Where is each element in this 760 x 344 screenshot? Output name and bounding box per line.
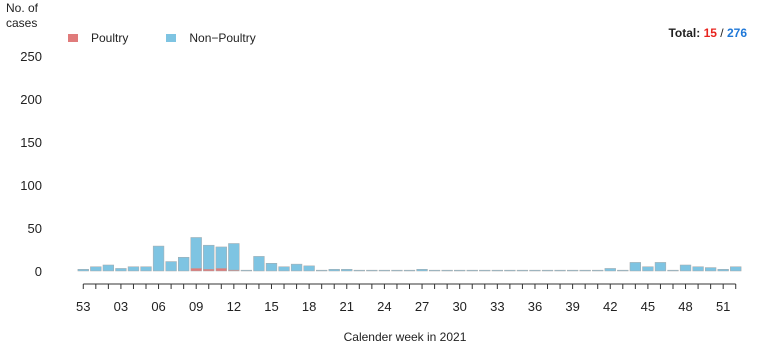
bar-non-poultry <box>203 244 215 270</box>
bar-non-poultry <box>341 269 353 272</box>
total-non-poultry: 276 <box>726 26 747 40</box>
bar-non-poultry <box>704 267 717 272</box>
y-tick-label: 100 <box>20 178 42 193</box>
legend-swatch-poultry <box>68 34 78 42</box>
y-tick-label: 150 <box>20 135 42 150</box>
bar-non-poultry <box>454 269 466 272</box>
bar-non-poultry <box>642 266 654 272</box>
bar-non-poultry <box>90 266 102 272</box>
bar-non-poultry <box>717 269 729 272</box>
x-tick-label: 27 <box>415 299 429 314</box>
bar-non-poultry <box>479 269 491 272</box>
legend-item-non-poultry: Non−Poultry <box>166 31 256 45</box>
bar-non-poultry <box>592 269 604 272</box>
legend-item-poultry: Poultry <box>68 31 128 45</box>
legend-label-non-poultry: Non−Poultry <box>189 31 256 45</box>
bar-non-poultry <box>730 266 742 272</box>
bar-non-poultry <box>416 269 428 272</box>
bar-non-poultry <box>629 262 641 272</box>
bar-non-poultry <box>228 243 240 271</box>
bar-non-poultry <box>102 264 115 272</box>
x-tick-label: 15 <box>264 299 278 314</box>
y-tick-label: 50 <box>28 221 42 236</box>
bar-non-poultry <box>579 269 591 272</box>
bar-non-poultry <box>265 263 278 272</box>
x-tick-label: 18 <box>302 299 316 314</box>
x-tick-label: 36 <box>528 299 542 314</box>
x-tick-label: 30 <box>452 299 466 314</box>
bar-non-poultry <box>403 269 416 272</box>
bar-non-poultry <box>692 266 704 272</box>
bar-non-poultry <box>391 269 403 272</box>
y-tick-label: 250 <box>20 49 42 64</box>
total-poultry: 15 <box>703 26 717 40</box>
total-label: Total: <box>668 26 701 40</box>
bar-non-poultry <box>140 266 152 272</box>
x-axis-label: Calender week in 2021 <box>343 330 467 344</box>
x-tick-label: 09 <box>189 299 203 314</box>
x-tick-label: 06 <box>151 299 165 314</box>
bar-non-poultry <box>278 266 290 272</box>
x-tick-label: 42 <box>603 299 617 314</box>
bar-non-poultry <box>529 269 541 272</box>
bar-non-poultry <box>77 269 89 272</box>
x-tick-label: 39 <box>565 299 579 314</box>
bar-non-poultry <box>516 269 529 272</box>
bar-non-poultry <box>667 269 679 272</box>
bar-non-poultry <box>353 269 365 272</box>
y-axis-label-line2: cases <box>6 16 38 30</box>
x-tick-label: 33 <box>490 299 504 314</box>
y-axis-label: No. of cases <box>6 1 38 31</box>
bar-non-poultry <box>604 268 616 272</box>
legend-label-poultry: Poultry <box>91 31 129 45</box>
bar-non-poultry <box>378 269 391 272</box>
bar-non-poultry <box>441 269 453 272</box>
bar-poultry <box>228 269 240 272</box>
bar-non-poultry <box>566 269 579 272</box>
bar-non-poultry <box>253 256 265 272</box>
y-tick-label: 0 <box>35 264 42 279</box>
bar-non-poultry <box>617 269 629 272</box>
bar-non-poultry <box>316 269 328 272</box>
legend-swatch-non-poultry <box>166 34 177 42</box>
x-tick-label: 24 <box>377 299 391 314</box>
bar-non-poultry <box>303 265 315 272</box>
bar-non-poultry <box>115 268 127 272</box>
x-tick-label: 45 <box>641 299 655 314</box>
bar-non-poultry <box>504 269 516 272</box>
bar-non-poultry <box>554 269 566 272</box>
bar-non-poultry <box>190 237 202 269</box>
bar-non-poultry <box>127 266 140 272</box>
bar-non-poultry <box>428 269 441 272</box>
bar-poultry <box>215 268 227 272</box>
legend: Poultry Non−Poultry <box>68 31 294 45</box>
x-tick-label: 03 <box>114 299 128 314</box>
x-tick-label: 48 <box>678 299 692 314</box>
bar-non-poultry <box>152 245 165 272</box>
bar-non-poultry <box>541 269 554 272</box>
x-tick-label: 51 <box>716 299 730 314</box>
y-axis-label-line1: No. of <box>6 1 39 15</box>
bar-non-poultry <box>491 269 503 272</box>
bar-non-poultry <box>240 269 253 272</box>
bar-non-poultry <box>328 269 340 272</box>
x-tick-label: 53 <box>76 299 90 314</box>
bar-non-poultry <box>366 269 378 272</box>
bar-non-poultry <box>466 269 478 272</box>
x-tick-label: 21 <box>340 299 354 314</box>
total-summary: Total: 15 / 276 <box>668 26 747 40</box>
bar-poultry <box>203 269 215 272</box>
x-tick-label: 12 <box>227 299 241 314</box>
bar-non-poultry <box>165 261 177 272</box>
bar-non-poultry <box>215 246 227 269</box>
bar-non-poultry <box>679 264 692 272</box>
y-tick-label: 200 <box>20 92 42 107</box>
bar-non-poultry <box>290 263 303 272</box>
bar-non-poultry <box>654 262 667 272</box>
total-separator: / <box>720 26 724 40</box>
bar-poultry <box>190 268 202 272</box>
bar-non-poultry <box>178 256 190 272</box>
